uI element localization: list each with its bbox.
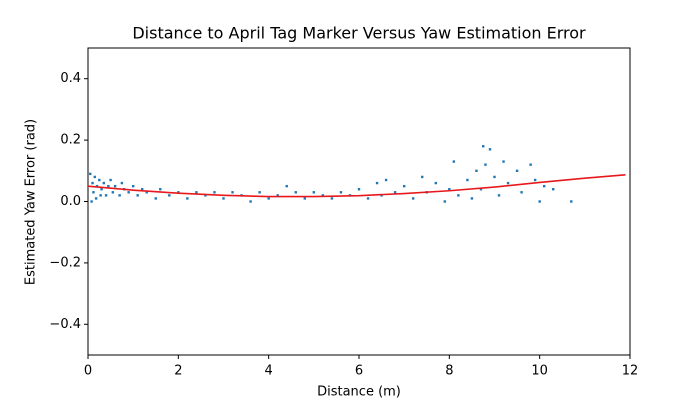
x-axis-label: Distance (m) (317, 385, 401, 400)
y-axis-label: Estimated Yaw Error (rad) (24, 119, 39, 285)
scatter-point (421, 175, 424, 179)
scatter-point (479, 188, 483, 191)
scatter-point (357, 188, 361, 191)
scatter-point (434, 181, 437, 185)
scatter-point (570, 200, 573, 203)
scatter-point (159, 188, 162, 191)
scatter-point (452, 160, 456, 163)
scatter-point (520, 191, 523, 194)
scatter-point (470, 197, 474, 200)
scatter-point (294, 191, 297, 194)
scatter-point (168, 194, 171, 197)
y-tick-label: 0.0 (60, 194, 81, 209)
scatter-point (515, 169, 519, 172)
scatter-point (213, 191, 216, 194)
scatter-point (552, 188, 555, 191)
scatter-point (90, 200, 93, 203)
scatter-point (186, 197, 189, 200)
scatter-point (120, 181, 124, 185)
scatter-point (104, 194, 108, 197)
scatter-point (99, 194, 102, 197)
scatter-point (258, 191, 261, 194)
scatter-point (484, 163, 487, 166)
scatter-point (102, 181, 106, 185)
scatter-point (177, 191, 180, 194)
fit-line (87, 173, 626, 198)
scatter-point (141, 188, 144, 191)
y-tick-label: 0.4 (60, 71, 81, 86)
scatter-point (312, 191, 316, 194)
scatter-point (107, 184, 110, 188)
scatter-point (375, 181, 379, 185)
scatter-point (145, 191, 148, 194)
x-tick-label: 8 (445, 364, 453, 379)
scatter-point (91, 181, 94, 185)
y-tick-label: −0.2 (49, 255, 81, 270)
scatter-point (402, 184, 406, 188)
scatter-point (249, 200, 252, 203)
scatter-point (493, 175, 496, 179)
scatter-point (154, 197, 157, 200)
plot-frame (87, 47, 631, 356)
x-tick-label: 2 (174, 364, 182, 379)
scatter-point (384, 178, 388, 182)
scatter-point (131, 184, 135, 188)
scatter-point (497, 194, 501, 197)
scatter-point (109, 178, 112, 182)
scatter-point (488, 148, 492, 151)
scatter-point (98, 178, 101, 182)
scatter-point (393, 191, 397, 194)
scatter-point (100, 188, 103, 191)
scatter-point (111, 191, 115, 194)
scatter-point (276, 194, 279, 197)
scatter-point (466, 178, 469, 182)
scatter-point (529, 163, 532, 166)
scatter-point (89, 172, 92, 176)
scatter-point (366, 197, 370, 200)
scatter-point (195, 191, 198, 194)
scatter-point (231, 191, 234, 194)
scatter-point (222, 197, 225, 200)
scatter-point (136, 194, 139, 197)
scatter-point (93, 175, 96, 179)
scatter-point (457, 194, 460, 197)
y-tick-label: 0.2 (60, 133, 81, 148)
scatter-point (127, 191, 130, 194)
scatter-point (303, 197, 306, 200)
y-tick-label: −0.4 (49, 317, 81, 332)
scatter-point (94, 197, 98, 200)
scatter-point (113, 184, 117, 188)
chart-title: Distance to April Tag Marker Versus Yaw … (132, 24, 586, 43)
scatter-point (412, 197, 415, 200)
scatter-point (506, 181, 510, 185)
scatter-point (482, 145, 485, 148)
scatter-point (533, 178, 537, 182)
scatter-point (118, 194, 121, 197)
scatter-point (502, 160, 505, 163)
scatter-point (321, 194, 325, 197)
scatter-point (538, 200, 541, 203)
scatter-point (443, 200, 447, 203)
x-tick-label: 10 (531, 364, 548, 379)
scatter-point (92, 191, 95, 194)
scatter-point (339, 191, 343, 194)
scatter-point (204, 194, 207, 197)
x-tick-label: 12 (622, 364, 639, 379)
x-tick-label: 4 (265, 364, 273, 379)
x-tick-label: 0 (84, 364, 92, 379)
scatter-point (475, 169, 478, 172)
scatter-point (330, 197, 334, 200)
scatter-point (267, 197, 270, 200)
scatter-point (285, 184, 288, 188)
scatter-point (542, 184, 546, 188)
x-tick-label: 6 (355, 364, 363, 379)
scatter-point (448, 188, 451, 191)
